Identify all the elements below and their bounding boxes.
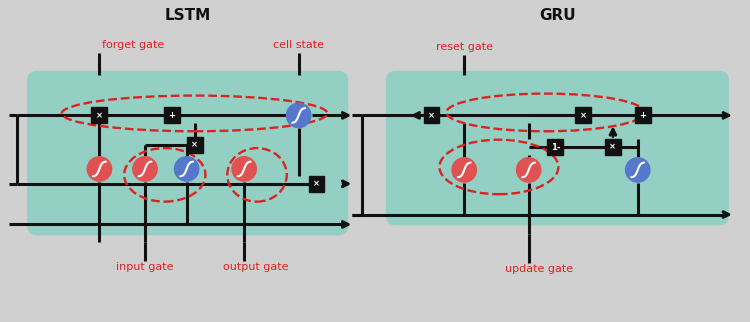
FancyBboxPatch shape: [92, 108, 107, 123]
Circle shape: [132, 156, 158, 182]
Text: reset gate: reset gate: [436, 42, 493, 52]
Text: cell state: cell state: [273, 40, 324, 50]
FancyBboxPatch shape: [386, 71, 729, 225]
Text: output gate: output gate: [224, 262, 289, 272]
Circle shape: [286, 102, 311, 128]
FancyBboxPatch shape: [308, 176, 325, 192]
Circle shape: [231, 156, 257, 182]
Circle shape: [452, 157, 477, 183]
FancyBboxPatch shape: [575, 108, 591, 123]
FancyBboxPatch shape: [548, 139, 563, 155]
Text: 1-: 1-: [550, 143, 560, 152]
FancyBboxPatch shape: [424, 108, 439, 123]
Circle shape: [86, 156, 112, 182]
FancyBboxPatch shape: [634, 108, 650, 123]
Text: +: +: [639, 111, 646, 120]
Text: +: +: [168, 111, 176, 120]
Circle shape: [625, 157, 650, 183]
FancyBboxPatch shape: [605, 139, 621, 155]
Circle shape: [516, 157, 542, 183]
FancyBboxPatch shape: [187, 137, 202, 153]
FancyBboxPatch shape: [27, 71, 348, 235]
Text: forget gate: forget gate: [102, 40, 164, 50]
FancyBboxPatch shape: [164, 108, 180, 123]
Text: update gate: update gate: [505, 264, 573, 274]
Text: ×: ×: [191, 141, 198, 150]
Text: ×: ×: [313, 179, 320, 188]
Text: ×: ×: [428, 111, 435, 120]
Circle shape: [174, 156, 200, 182]
Text: LSTM: LSTM: [164, 8, 211, 23]
Text: ×: ×: [610, 143, 616, 152]
Text: ×: ×: [96, 111, 103, 120]
Text: ×: ×: [580, 111, 586, 120]
Text: input gate: input gate: [116, 262, 174, 272]
Text: GRU: GRU: [539, 8, 576, 23]
